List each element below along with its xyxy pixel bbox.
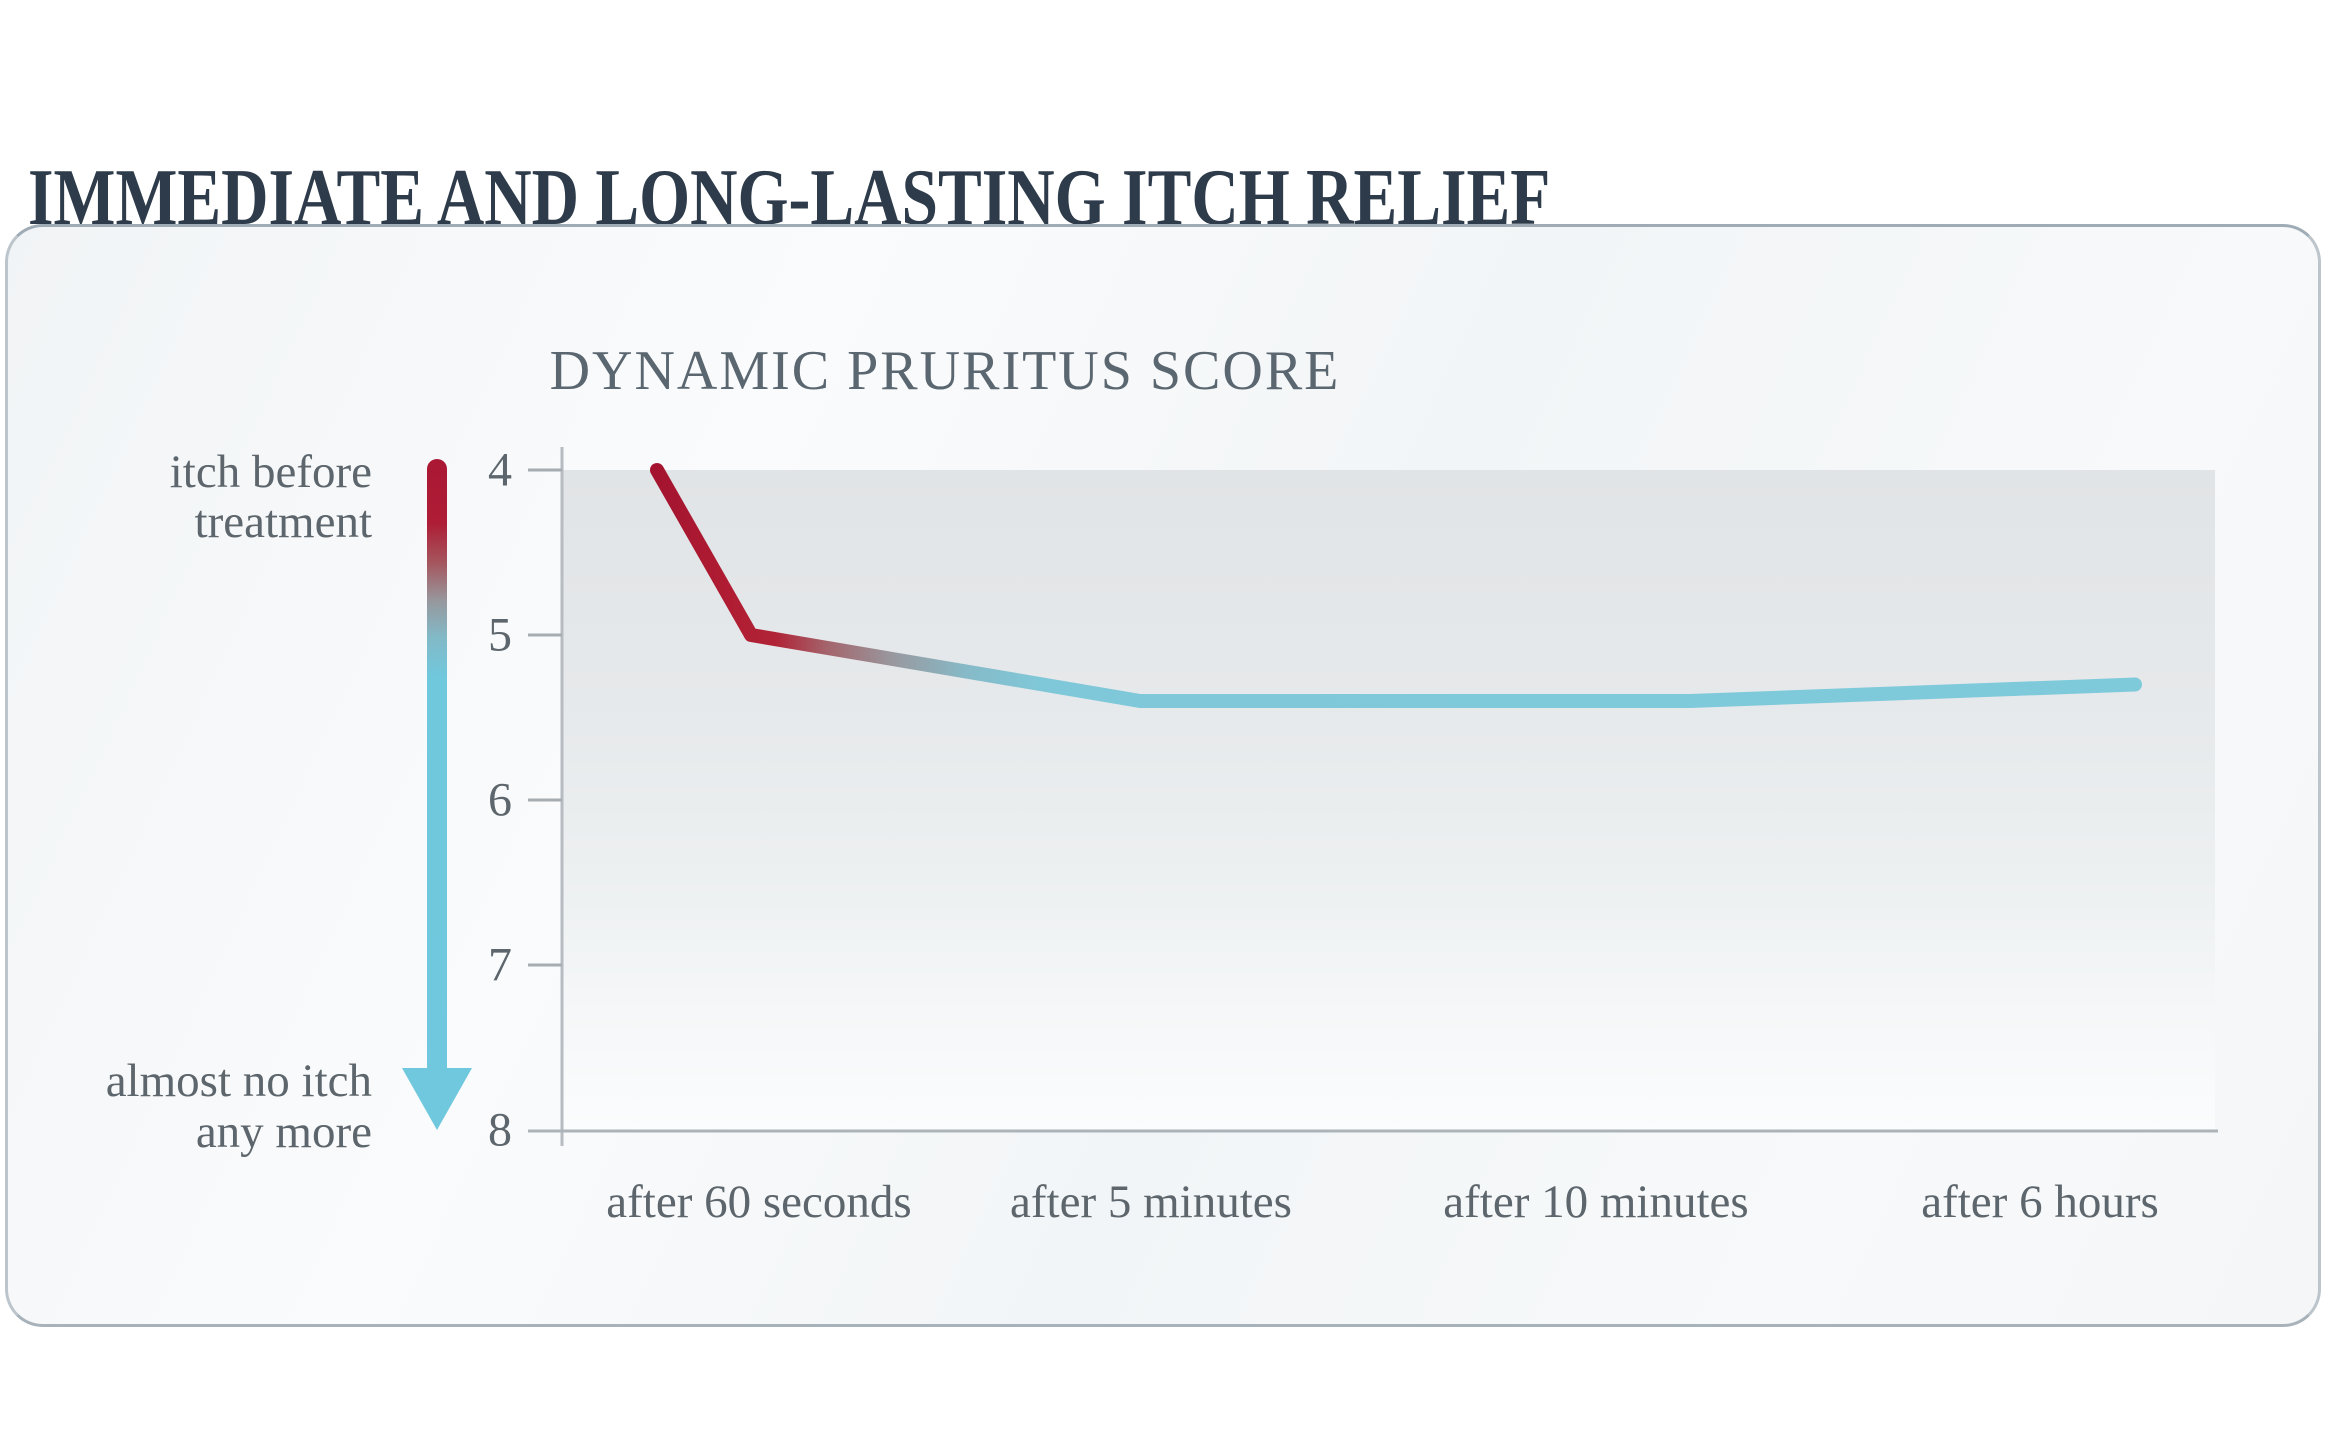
x-label-after-10-minutes: after 10 minutes	[1443, 1176, 1748, 1228]
y-tick-label-4: 4	[488, 444, 512, 497]
plot-shaded-band	[563, 470, 2215, 1131]
chart-title: DYNAMIC PRURITUS SCORE	[550, 340, 1341, 402]
y-tick-labels: 4 5 6 7 8	[488, 444, 512, 1157]
arrow-annotations: itch before treatment almost no itch any…	[106, 446, 372, 1158]
y-tick-label-5: 5	[488, 609, 512, 662]
down-arrow-icon	[402, 459, 472, 1130]
y-tick-label-8: 8	[488, 1104, 512, 1157]
pruritus-line	[650, 463, 2142, 708]
x-label-after-6-hours: after 6 hours	[1921, 1176, 2159, 1228]
arrow-label-bottom-line1: almost no itch	[106, 1055, 372, 1107]
y-tick-label-6: 6	[488, 774, 512, 827]
y-tick-marks	[528, 468, 562, 967]
arrow-label-top-line1: itch before	[170, 446, 372, 498]
x-label-after-5-minutes: after 5 minutes	[1010, 1176, 1292, 1228]
arrow-label-bottom-line2: any more	[196, 1106, 372, 1158]
x-axis-labels: after 60 seconds after 5 minutes after 1…	[606, 1176, 2158, 1228]
y-tick-label-7: 7	[488, 939, 512, 992]
arrow-label-top-line2: treatment	[195, 496, 372, 548]
x-label-after-60-seconds: after 60 seconds	[606, 1176, 911, 1228]
